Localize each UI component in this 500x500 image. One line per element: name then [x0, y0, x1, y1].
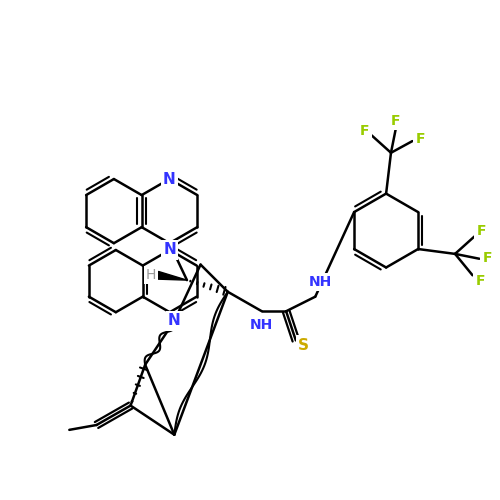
- Text: H: H: [146, 268, 156, 282]
- Text: F: F: [476, 224, 486, 237]
- Text: N: N: [168, 314, 180, 328]
- Text: NH: NH: [308, 275, 332, 289]
- Text: S: S: [298, 338, 309, 353]
- Text: F: F: [482, 251, 492, 265]
- Text: NH: NH: [250, 318, 274, 332]
- Polygon shape: [157, 272, 187, 280]
- Text: N: N: [163, 172, 176, 186]
- Text: F: F: [391, 114, 400, 128]
- Text: F: F: [416, 132, 425, 146]
- Text: N: N: [164, 242, 176, 258]
- Text: F: F: [360, 124, 370, 138]
- Text: F: F: [476, 274, 485, 288]
